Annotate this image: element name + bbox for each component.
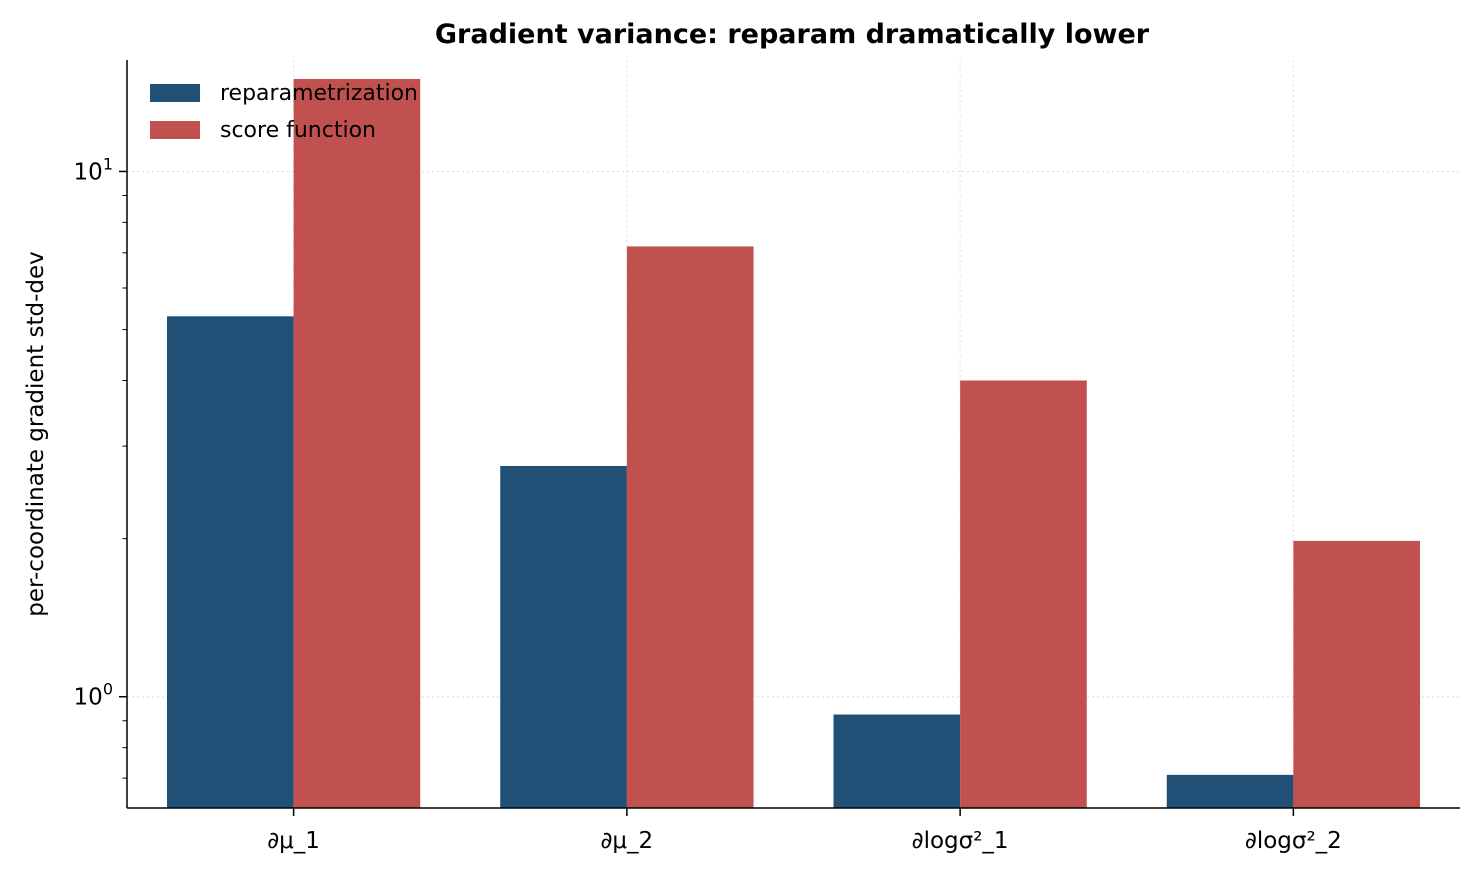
y-tick-label-base: 10 xyxy=(74,159,103,185)
x-tick-label: ∂logσ²_1 xyxy=(912,828,1009,854)
legend-swatch-reparam xyxy=(150,84,200,102)
legend-label-score: score function xyxy=(220,118,376,143)
bars xyxy=(166,78,1421,809)
y-tick-label: 100 xyxy=(74,680,113,711)
y-tick-label: 101 xyxy=(74,154,113,185)
grid xyxy=(127,60,1460,808)
bar-reparam-2 xyxy=(500,465,627,808)
y-axis-label: per-coordinate gradient std-dev xyxy=(23,251,49,616)
x-tick-label: ∂μ_1 xyxy=(267,828,320,854)
chart-title: Gradient variance: reparam dramatically … xyxy=(435,19,1150,50)
y-tick-label-exponent: 0 xyxy=(103,680,113,699)
bar-score-1 xyxy=(293,78,421,809)
bar-score-4 xyxy=(1293,540,1421,808)
legend-label-reparam: reparametrization xyxy=(220,81,418,106)
y-tick-label-base: 10 xyxy=(74,685,103,711)
bar-score-3 xyxy=(960,380,1087,808)
bar-reparam-1 xyxy=(166,316,294,808)
legend-swatch-score xyxy=(150,121,200,139)
bar-score-2 xyxy=(626,246,754,808)
bar-reparam-4 xyxy=(1166,774,1294,808)
bar-reparam-3 xyxy=(833,714,961,808)
legend: reparametrization score function xyxy=(150,81,418,143)
y-tick-label-exponent: 1 xyxy=(103,154,113,173)
x-tick-label: ∂μ_2 xyxy=(601,828,654,854)
x-tick-label: ∂logσ²_2 xyxy=(1245,828,1342,854)
